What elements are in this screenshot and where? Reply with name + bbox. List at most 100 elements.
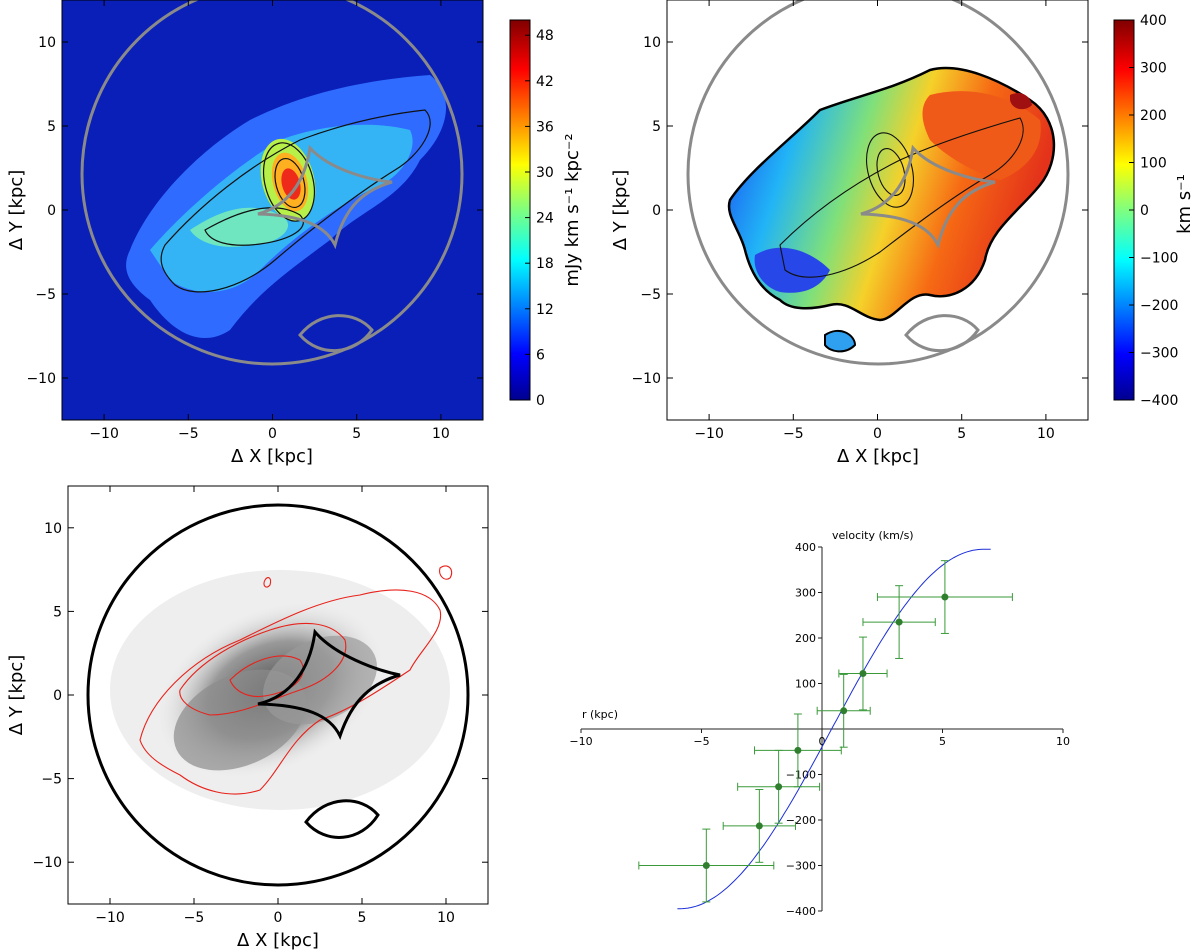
data-point — [794, 746, 802, 754]
flux-map-x-ticks: −10 −5 0 5 10 — [89, 0, 450, 442]
x-tick-label: −5 — [178, 426, 199, 442]
rotation-x-tick-label: 10 — [1056, 735, 1070, 748]
x-tick-label: −10 — [694, 426, 724, 442]
greyscale-caustic — [257, 628, 401, 740]
rotation-curve-panel: −10 −5 0 5 10 400 300 200 100 −100 −200 −300 −400 r … — [569, 529, 1070, 918]
x-tick-label: −10 — [95, 910, 125, 926]
data-point — [941, 593, 949, 601]
flux-map-y-ticks: 10 5 0 −5 −10 — [26, 35, 483, 387]
rotation-curve-model — [677, 548, 991, 910]
y-tick-label: 10 — [38, 35, 56, 51]
y-tick-label: −10 — [631, 371, 661, 387]
flux-map-image — [62, 0, 483, 420]
colorbar-tick-label: 400 — [1140, 13, 1167, 29]
colorbar-tick-label: 100 — [1140, 156, 1167, 172]
x-tick-label: −5 — [184, 910, 205, 926]
greyscale-xlabel: Δ X [kpc] — [237, 930, 319, 951]
rotation-y-tick-label: 400 — [795, 541, 816, 554]
rotation-x-tick-label: −10 — [569, 735, 592, 748]
caustic — [257, 144, 393, 250]
colorbar-tick-label: 200 — [1140, 108, 1167, 124]
rotation-x-tick-label: 5 — [939, 735, 946, 748]
data-point — [702, 862, 710, 869]
data-point — [775, 783, 783, 791]
colorbar-tick-label: 30 — [536, 165, 554, 181]
flux-map-ylabel: Δ Y [kpc] — [6, 170, 27, 251]
x-tick-label: −5 — [783, 426, 804, 442]
y-tick-label: −5 — [41, 772, 62, 788]
data-point — [755, 822, 763, 830]
flux-colorbar-ticks: 0 6 12 18 24 30 36 42 48 — [525, 28, 554, 409]
flux-map-xlabel: Δ X [kpc] — [231, 446, 313, 467]
greyscale-critical-curve — [86, 503, 470, 887]
y-tick-label: 5 — [47, 119, 56, 135]
y-tick-label: 5 — [53, 604, 62, 620]
velocity-map-y-ticks: 10 5 0 −5 −10 — [631, 35, 1088, 387]
rotation-curve-xlabel: r (kpc) — [582, 708, 618, 721]
x-tick-label: 5 — [352, 426, 361, 442]
colorbar-tick-label: 24 — [536, 211, 554, 227]
rotation-y-tick-label: 200 — [795, 632, 816, 645]
y-tick-label: −10 — [26, 371, 56, 387]
y-tick-label: 10 — [643, 35, 661, 51]
velocity-map-ylabel: Δ Y [kpc] — [610, 170, 631, 251]
flux-colorbar — [509, 19, 531, 401]
colorbar-tick-label: 12 — [536, 302, 554, 318]
velocity-colorbar-label: km s⁻¹ — [1174, 174, 1195, 234]
y-tick-label: −5 — [640, 287, 661, 303]
rotation-y-tick-label: −400 — [786, 905, 816, 918]
y-tick-label: 0 — [53, 688, 62, 704]
velocity-contours — [779, 117, 1024, 278]
colorbar-tick-label: 18 — [536, 256, 554, 272]
rotation-y-tick-label: −100 — [786, 769, 816, 782]
rotation-x-tick-label: 0 — [819, 735, 826, 748]
greyscale-panel: −10 −5 0 5 10 10 5 0 −5 −10 Δ X [kpc] Δ Y [kpc] — [6, 485, 489, 951]
velocity-critical-curve — [686, 0, 1070, 366]
x-tick-label: −10 — [89, 426, 119, 442]
x-tick-label: 10 — [432, 426, 450, 442]
colorbar-tick-label: −300 — [1140, 346, 1178, 362]
colorbar-tick-label: −100 — [1140, 251, 1178, 267]
flux-colorbar-label: mJy km s⁻¹ kpc⁻² — [562, 133, 583, 286]
y-tick-label: 5 — [652, 119, 661, 135]
data-point — [840, 707, 848, 715]
colorbar-tick-label: 0 — [1140, 203, 1149, 219]
rotation-curve-ylabel: velocity (km/s) — [832, 529, 914, 542]
velocity-map-image — [686, 0, 1070, 366]
x-tick-label: 10 — [437, 910, 455, 926]
colorbar-tick-label: 42 — [536, 74, 554, 90]
model-curve — [677, 548, 991, 910]
x-tick-label: 10 — [1037, 426, 1055, 442]
caustic-lens — [298, 314, 374, 352]
greyscale-image — [68, 486, 488, 904]
colorbar-tick-label: 6 — [536, 347, 545, 363]
rotation-y-tick-label: −300 — [786, 860, 816, 873]
velocity-map-x-ticks: −10 −5 0 5 10 — [694, 0, 1055, 442]
x-tick-label: 0 — [268, 426, 277, 442]
y-tick-label: −5 — [35, 287, 56, 303]
greyscale-y-ticks: 10 5 0 −5 −10 — [32, 521, 488, 871]
critical-curve — [80, 0, 464, 366]
velocity-map-xlabel: Δ X [kpc] — [837, 446, 919, 467]
greyscale-ylabel: Δ Y [kpc] — [6, 655, 27, 736]
y-tick-label: 0 — [652, 203, 661, 219]
rotation-y-tick-label: 300 — [795, 587, 816, 600]
colorbar-tick-label: 300 — [1140, 61, 1167, 77]
greyscale-x-ticks: −10 −5 0 5 10 — [95, 486, 455, 926]
x-tick-label: 5 — [957, 426, 966, 442]
colorbar-tick-label: 0 — [536, 393, 545, 409]
velocity-caustic-lens — [904, 314, 980, 352]
rotation-y-tick-label: 100 — [795, 678, 816, 691]
y-tick-label: 0 — [47, 203, 56, 219]
data-point — [895, 618, 903, 626]
colorbar-tick-label: −400 — [1140, 393, 1178, 409]
y-tick-label: 10 — [44, 521, 62, 537]
rotation-curve-points — [638, 560, 1013, 903]
colorbar-tick-label: 48 — [536, 28, 554, 44]
rotation-y-tick-label: −200 — [786, 814, 816, 827]
greyscale-caustic-lens — [304, 799, 380, 839]
rotation-curve-axes: −10 −5 0 5 10 400 300 200 100 −100 −200 −300 −400 — [569, 541, 1070, 918]
